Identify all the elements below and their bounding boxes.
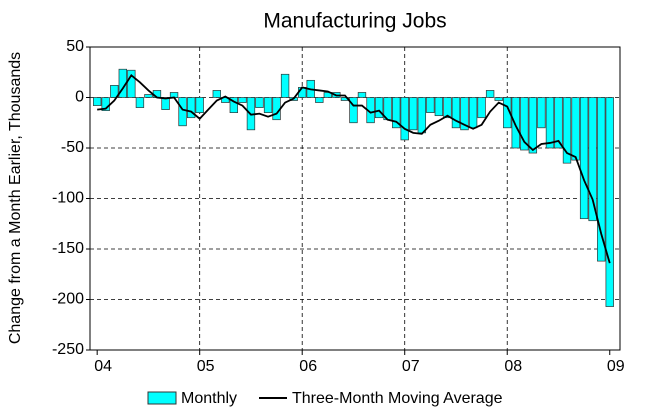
plot-frame	[89, 46, 621, 351]
bar	[110, 85, 119, 98]
bar	[178, 97, 187, 127]
bar	[195, 97, 204, 113]
bar	[426, 97, 435, 113]
bar	[511, 97, 520, 149]
bar	[323, 92, 333, 98]
y-tick-label: -250	[52, 341, 84, 358]
bar	[477, 97, 486, 119]
bar	[187, 97, 196, 119]
y-tick-label: 0	[75, 89, 84, 106]
bar	[229, 97, 239, 113]
chart-title: Manufacturing Jobs	[263, 10, 446, 33]
x-tick-label: 04	[94, 358, 112, 375]
bar	[597, 97, 606, 262]
legend-swatch	[147, 391, 177, 405]
y-tick-label: -200	[52, 291, 84, 308]
y-tick-label: 50	[66, 38, 84, 55]
bar	[349, 97, 358, 124]
bar	[392, 97, 401, 129]
bar	[528, 97, 538, 154]
bar	[554, 97, 563, 149]
y-axis-label: Change from a Month Earlier, Thousands	[7, 52, 24, 344]
bar	[460, 97, 469, 131]
bar	[400, 97, 409, 141]
bar	[494, 97, 503, 101]
line	[97, 73, 611, 264]
bar	[451, 97, 461, 129]
bar	[503, 97, 512, 129]
x-tick-label: 09	[607, 358, 625, 375]
bar	[545, 97, 555, 149]
x-tick-label: 06	[299, 358, 317, 375]
y-tick-label: -150	[52, 240, 84, 257]
x-tick-label: 08	[504, 358, 522, 375]
bar	[468, 97, 478, 129]
bar	[374, 97, 384, 119]
bar	[255, 97, 264, 108]
bar	[571, 97, 580, 161]
bar	[443, 97, 452, 119]
bar	[588, 97, 597, 222]
y-tick-label: -100	[52, 190, 84, 207]
bar	[357, 92, 367, 98]
bar	[92, 97, 102, 106]
bar	[263, 97, 273, 113]
bar	[280, 73, 290, 98]
bar	[417, 97, 427, 134]
bar	[520, 97, 529, 151]
bar	[485, 90, 495, 98]
bar	[144, 94, 153, 98]
legend-label: Monthly	[181, 390, 237, 407]
bar	[537, 97, 546, 129]
legend-label: Three-Month Moving Average	[292, 390, 503, 407]
bar	[212, 90, 221, 98]
bar	[135, 97, 145, 108]
bar	[161, 97, 170, 110]
bar	[127, 69, 136, 98]
bar	[409, 97, 418, 131]
x-tick-label: 05	[197, 358, 215, 375]
bar	[562, 97, 572, 164]
y-tick-label: -50	[61, 139, 84, 156]
bar	[238, 97, 247, 103]
bar	[272, 97, 281, 121]
bar	[434, 97, 444, 117]
x-tick-label: 07	[402, 358, 420, 375]
bar	[605, 97, 614, 307]
bar	[315, 97, 324, 103]
bar	[579, 97, 589, 220]
